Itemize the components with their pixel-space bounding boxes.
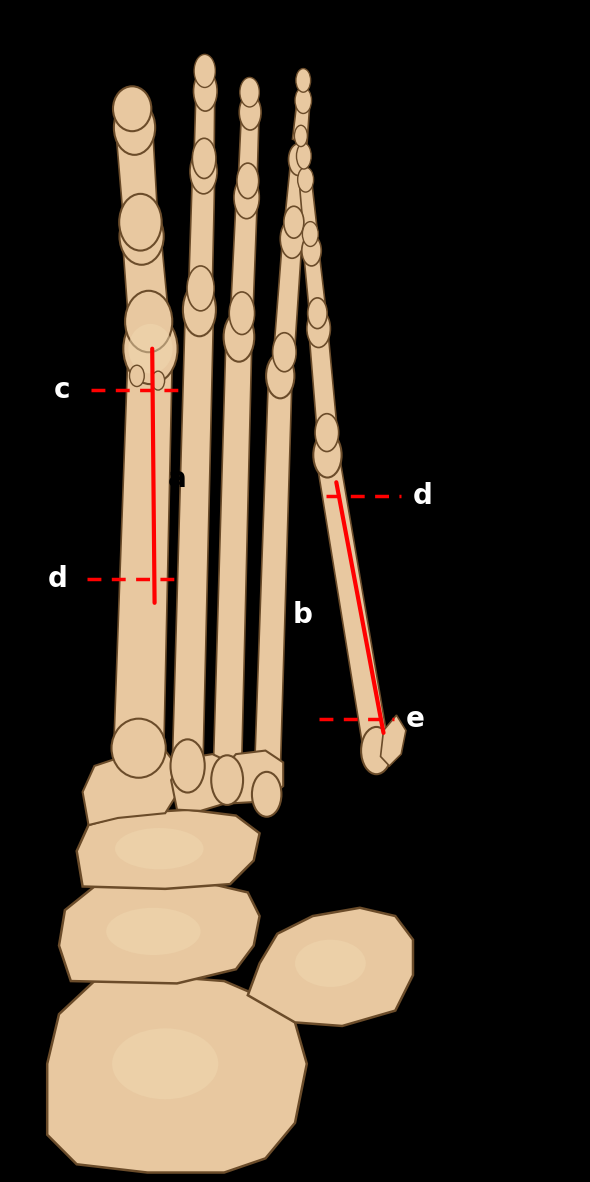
Ellipse shape <box>237 163 258 199</box>
Ellipse shape <box>273 333 296 371</box>
Ellipse shape <box>183 282 216 336</box>
Polygon shape <box>254 375 292 795</box>
Polygon shape <box>300 181 317 233</box>
Ellipse shape <box>284 206 304 239</box>
Text: e: e <box>406 704 425 733</box>
Ellipse shape <box>194 54 215 87</box>
Ellipse shape <box>361 727 392 774</box>
Ellipse shape <box>171 740 205 793</box>
Ellipse shape <box>112 719 166 778</box>
Ellipse shape <box>129 365 144 387</box>
Ellipse shape <box>295 940 366 987</box>
Polygon shape <box>123 230 169 329</box>
Ellipse shape <box>296 69 310 92</box>
Ellipse shape <box>187 266 214 311</box>
Polygon shape <box>213 336 252 781</box>
Polygon shape <box>47 975 307 1173</box>
Polygon shape <box>194 93 215 155</box>
Polygon shape <box>116 128 158 221</box>
Ellipse shape <box>113 86 151 131</box>
Ellipse shape <box>229 292 254 335</box>
Polygon shape <box>114 340 172 756</box>
Polygon shape <box>293 102 310 144</box>
Ellipse shape <box>125 291 172 352</box>
Ellipse shape <box>289 144 309 176</box>
Text: c: c <box>54 376 70 404</box>
Ellipse shape <box>123 313 178 384</box>
Polygon shape <box>309 330 337 431</box>
Ellipse shape <box>119 208 163 265</box>
Ellipse shape <box>115 827 204 869</box>
Polygon shape <box>248 908 413 1026</box>
Text: d: d <box>48 565 68 593</box>
Ellipse shape <box>266 353 294 398</box>
Ellipse shape <box>294 125 307 147</box>
Polygon shape <box>285 161 306 222</box>
Ellipse shape <box>190 149 217 194</box>
Polygon shape <box>171 754 236 811</box>
Ellipse shape <box>128 324 172 374</box>
Ellipse shape <box>106 908 201 955</box>
Ellipse shape <box>297 143 312 169</box>
Text: d: d <box>413 482 433 511</box>
Polygon shape <box>304 251 326 313</box>
Polygon shape <box>218 751 283 804</box>
Ellipse shape <box>152 371 165 390</box>
Ellipse shape <box>114 100 155 155</box>
Ellipse shape <box>119 194 162 251</box>
Ellipse shape <box>194 71 217 111</box>
Text: a: a <box>168 465 187 493</box>
Ellipse shape <box>192 138 216 178</box>
Polygon shape <box>238 115 259 178</box>
Polygon shape <box>77 810 260 889</box>
Ellipse shape <box>297 167 314 193</box>
Text: b: b <box>293 600 313 629</box>
Polygon shape <box>189 174 215 285</box>
Polygon shape <box>317 448 388 759</box>
Ellipse shape <box>315 414 339 452</box>
Ellipse shape <box>240 77 260 108</box>
Ellipse shape <box>302 222 319 247</box>
Polygon shape <box>59 881 260 983</box>
Ellipse shape <box>302 235 322 266</box>
Ellipse shape <box>112 1028 218 1099</box>
Ellipse shape <box>313 433 342 478</box>
Polygon shape <box>381 715 406 766</box>
Ellipse shape <box>280 220 304 259</box>
Polygon shape <box>172 309 214 767</box>
Ellipse shape <box>307 310 330 348</box>
Ellipse shape <box>234 176 259 219</box>
Ellipse shape <box>308 298 327 329</box>
Polygon shape <box>83 751 177 825</box>
Polygon shape <box>274 240 301 352</box>
Polygon shape <box>231 199 257 312</box>
Ellipse shape <box>295 87 312 113</box>
Ellipse shape <box>240 95 261 130</box>
Ellipse shape <box>252 772 281 817</box>
Ellipse shape <box>224 312 254 362</box>
Ellipse shape <box>211 755 243 805</box>
